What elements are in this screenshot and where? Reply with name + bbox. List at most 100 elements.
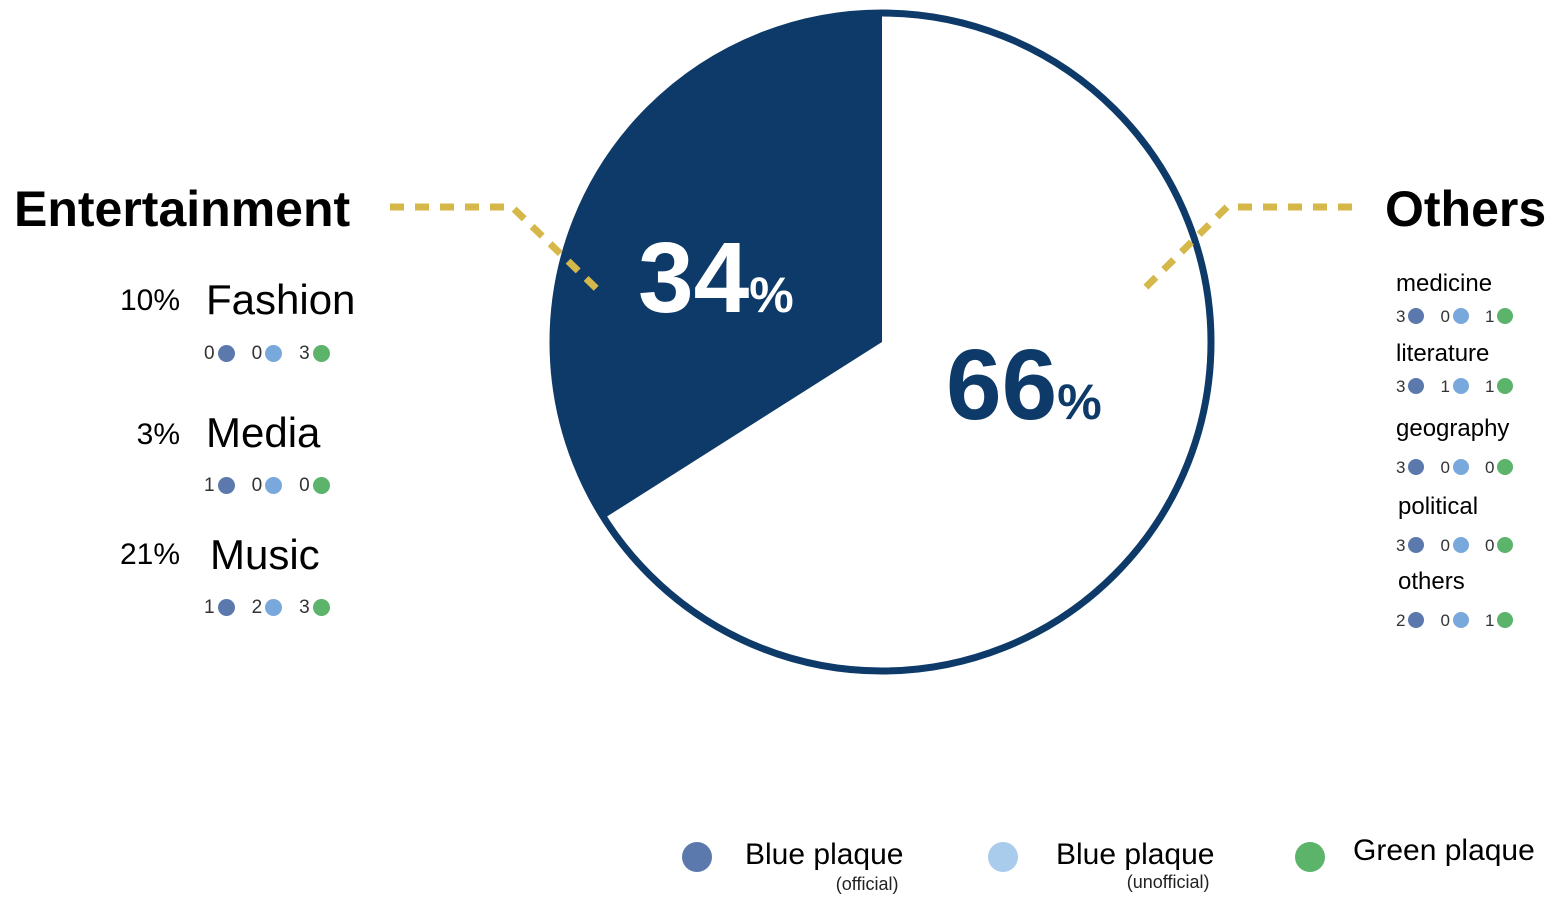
legend-label: Green plaque [1353,834,1535,867]
legend-item-blue-unofficial: Blue plaque (unofficial) [988,838,1215,892]
green-dot-icon [1497,537,1514,553]
leader-line-entertainment [390,203,601,293]
count-unofficial: 0 [252,342,283,364]
count-official: 3 [1396,306,1425,326]
legend-text: Blue plaque (unofficial) [1056,838,1215,892]
legend-label: Blue plaque [1056,838,1215,871]
count-value: 0 [1440,307,1450,326]
count-value: 1 [1440,377,1450,396]
green-dot-icon [1497,612,1514,628]
group-title-others: Others [1385,181,1547,237]
count-value: 3 [1396,536,1406,555]
count-value: 1 [204,597,215,618]
count-value: 0 [1484,536,1495,555]
legend-label: Blue plaque [745,838,904,871]
count-green: 3 [299,342,330,364]
count-value: 0 [251,343,263,364]
count-value: 1 [1484,377,1495,396]
count-official: 1 [204,474,235,496]
count-row: 0 0 3 [204,342,347,364]
slice-label-entertainment: 34% [638,228,794,328]
blue-unofficial-dot-icon [265,476,283,494]
pie-slice-entertainment [553,13,882,519]
legend-text: Green plaque [1353,834,1535,868]
count-row: 3 0 0 [1396,457,1529,477]
count-green: 0 [1484,457,1514,477]
count-green: 0 [1484,535,1514,555]
legend-text: Blue plaque (official) [745,838,904,894]
count-unofficial: 2 [252,596,283,618]
count-official: 2 [1396,610,1425,630]
blue-official-dot-icon [1408,537,1425,553]
category-name: Music [210,531,320,578]
legend-sublabel: (unofficial) [1126,872,1210,892]
count-unofficial: 0 [1440,535,1469,555]
count-value: 0 [251,475,263,496]
blue-official-dot-icon [217,344,235,362]
category-name: political [1398,493,1479,520]
count-row: 2 0 1 [1396,610,1529,630]
blue-official-dot-icon [1408,459,1425,475]
count-value: 0 [1440,536,1450,555]
leader-line-others [1140,203,1352,293]
category-name: Media [206,409,321,456]
green-dot-icon [1497,378,1514,394]
count-value: 1 [204,475,215,496]
count-value: 1 [1484,307,1495,326]
count-row: 3 0 1 [1396,306,1529,326]
blue-unofficial-dot-icon [1452,459,1469,475]
category-percent: 3% [136,418,180,451]
blue-official-dot-icon [217,476,235,494]
blue-official-dot-icon [1408,308,1425,324]
count-unofficial: 0 [1440,306,1469,326]
count-value: 3 [1396,458,1406,477]
green-dot-icon [312,598,330,616]
slice-label-others: 66% [946,335,1102,435]
blue-unofficial-dot-icon [265,344,283,362]
count-unofficial: 1 [1440,376,1469,396]
count-value: 0 [299,475,310,496]
count-official: 0 [204,342,235,364]
count-row: 1 2 3 [204,596,347,618]
count-value: 0 [204,343,215,364]
slice-value-others: 66 [946,329,1058,441]
count-value: 3 [299,597,310,618]
count-green: 3 [299,596,330,618]
pie-outline [549,9,1215,675]
count-official: 1 [204,596,235,618]
count-row: 1 0 0 [204,474,347,496]
blue-unofficial-dot-icon [1452,537,1469,553]
count-unofficial: 0 [1440,457,1469,477]
count-value: 0 [1440,458,1450,477]
legend-item-green: Green plaque [1295,834,1535,872]
category-name: others [1398,568,1465,595]
count-value: 0 [1484,458,1495,477]
slice-value-entertainment: 34 [638,222,750,334]
blue-official-legend-dot-icon [682,842,712,872]
count-value: 0 [1440,611,1450,630]
blue-unofficial-dot-icon [265,598,283,616]
count-unofficial: 0 [252,474,283,496]
blue-official-dot-icon [1408,612,1425,628]
green-dot-icon [1497,459,1514,475]
category-percent: 21% [119,538,180,571]
green-dot-icon [1497,308,1514,324]
blue-official-dot-icon [217,598,235,616]
count-unofficial: 0 [1440,610,1469,630]
green-legend-dot-icon [1295,842,1325,872]
count-official: 3 [1396,535,1425,555]
percent-sign: % [1057,374,1102,430]
group-title-entertainment: Entertainment [14,181,351,237]
category-name: medicine [1396,270,1493,297]
count-value: 2 [1396,611,1406,630]
count-green: 1 [1484,376,1514,396]
blue-unofficial-dot-icon [1452,308,1469,324]
category-name: literature [1396,340,1490,367]
blue-unofficial-dot-icon [1452,612,1469,628]
count-value: 3 [1396,307,1406,326]
green-dot-icon [312,344,330,362]
count-official: 3 [1396,457,1425,477]
count-value: 3 [299,343,310,364]
count-official: 3 [1396,376,1425,396]
